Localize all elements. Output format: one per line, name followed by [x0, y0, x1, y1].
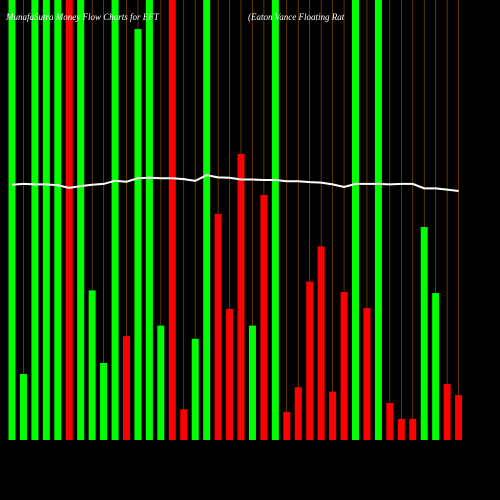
- bar: [340, 292, 348, 440]
- bar: [455, 395, 463, 440]
- chart-subtitle: (Eaton Vance Floating Rat: [248, 12, 345, 22]
- bar: [386, 403, 394, 440]
- bar: [100, 363, 108, 440]
- bar: [54, 0, 62, 440]
- bar: [271, 0, 279, 440]
- bar: [409, 418, 417, 440]
- bar: [329, 391, 337, 440]
- bar: [31, 0, 39, 440]
- money-flow-line: [11, 174, 459, 192]
- bar: [214, 213, 222, 440]
- chart-title: MunafaSutra Money Flow Charts for EFT: [5, 12, 160, 22]
- bar: [134, 29, 142, 440]
- bar: [145, 0, 153, 440]
- bar: [19, 374, 27, 440]
- bar: [203, 0, 211, 440]
- bar: [443, 384, 451, 440]
- bar: [88, 290, 96, 440]
- bar: [226, 308, 234, 440]
- bar: [237, 154, 245, 440]
- bar: [180, 409, 188, 440]
- bar: [260, 194, 268, 440]
- bar: [65, 0, 73, 440]
- bar: [42, 0, 50, 440]
- bar: [191, 338, 199, 440]
- bar: [352, 0, 359, 440]
- bar: [8, 0, 16, 440]
- bar: [77, 0, 85, 440]
- bar: [363, 308, 371, 440]
- bar: [168, 0, 176, 440]
- bar: [248, 325, 256, 440]
- bar: [111, 0, 119, 440]
- bar: [123, 336, 130, 440]
- bar: [294, 387, 302, 440]
- bar: [397, 418, 405, 440]
- bar: [420, 227, 428, 440]
- bar: [306, 281, 314, 440]
- bar: [317, 246, 325, 440]
- bar: [157, 325, 165, 440]
- plot: [8, 0, 463, 440]
- bar: [374, 0, 382, 440]
- bar: [283, 411, 291, 440]
- bar: [432, 293, 440, 440]
